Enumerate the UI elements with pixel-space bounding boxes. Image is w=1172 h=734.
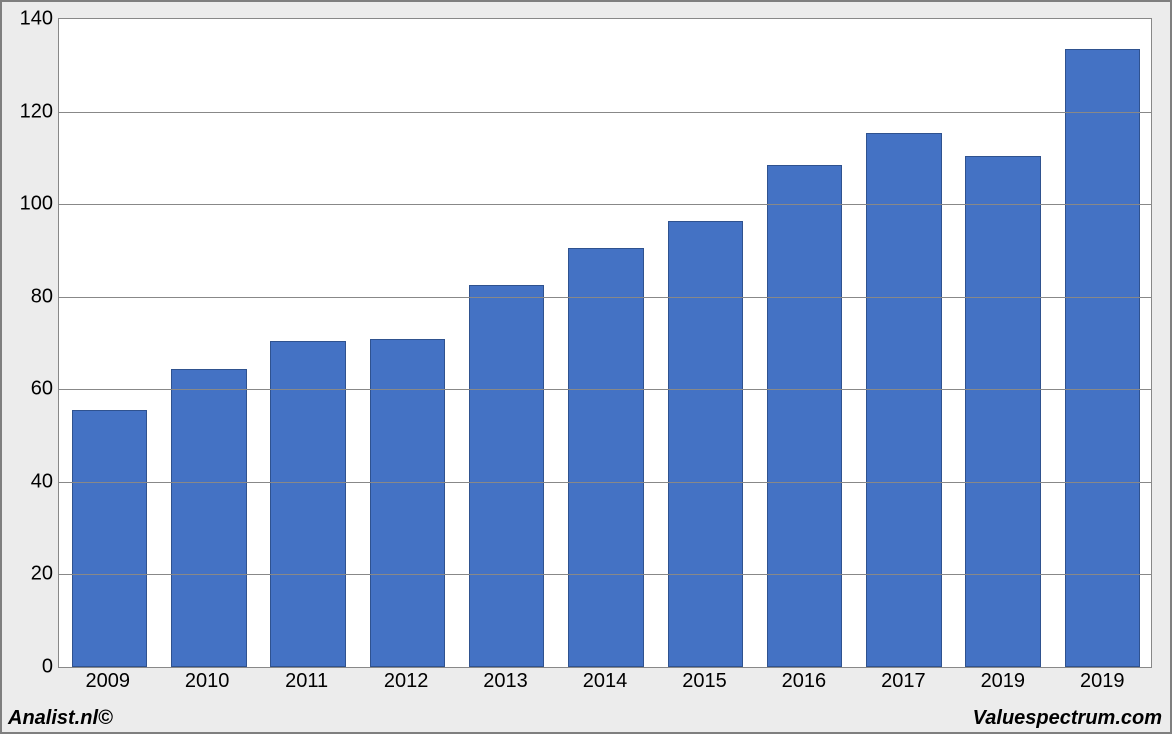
- footer-right: Valuespectrum.com: [973, 707, 1162, 730]
- gridline: [59, 112, 1151, 113]
- x-tick-label: 2010: [185, 670, 230, 693]
- bar: [72, 410, 147, 667]
- x-tick-label: 2011: [285, 670, 328, 693]
- x-tick-label: 2015: [682, 670, 727, 693]
- y-tick-label: 40: [31, 470, 59, 493]
- plot-wrap: 020406080100120140 200920102011201220132…: [8, 8, 1164, 702]
- footer-left: Analist.nl©: [8, 707, 113, 730]
- bar: [171, 369, 246, 667]
- gridline: [59, 574, 1151, 575]
- gridline: [59, 482, 1151, 483]
- plot-area: 020406080100120140: [58, 18, 1152, 668]
- bar: [965, 156, 1040, 667]
- x-tick-label: 2019: [981, 670, 1026, 693]
- gridline: [59, 297, 1151, 298]
- x-axis-labels: 2009 2010 2011 2012 2013 2014 2015 2016 2017 2019…: [58, 670, 1152, 698]
- gridline: [59, 204, 1151, 205]
- bars-layer: [59, 19, 1151, 667]
- bar: [568, 248, 643, 667]
- chart-container: 020406080100120140 200920102011201220132…: [0, 0, 1172, 734]
- x-tick-label: 2014: [583, 670, 628, 693]
- bar: [370, 339, 445, 667]
- bar: [866, 133, 941, 667]
- y-tick-label: 0: [42, 656, 59, 679]
- x-tick-label: 2019: [1080, 670, 1125, 693]
- x-tick-label: 2016: [782, 670, 827, 693]
- y-tick-label: 140: [20, 8, 59, 31]
- y-tick-label: 100: [20, 193, 59, 216]
- y-tick-label: 20: [31, 563, 59, 586]
- x-tick-label: 2009: [85, 670, 130, 693]
- bar: [767, 165, 842, 667]
- bar: [668, 221, 743, 667]
- y-tick-label: 120: [20, 100, 59, 123]
- y-tick-label: 80: [31, 285, 59, 308]
- gridline: [59, 389, 1151, 390]
- x-tick-label: 2013: [483, 670, 528, 693]
- x-tick-label: 2012: [384, 670, 429, 693]
- y-tick-label: 60: [31, 378, 59, 401]
- bar: [469, 285, 544, 667]
- x-tick-label: 2017: [881, 670, 926, 693]
